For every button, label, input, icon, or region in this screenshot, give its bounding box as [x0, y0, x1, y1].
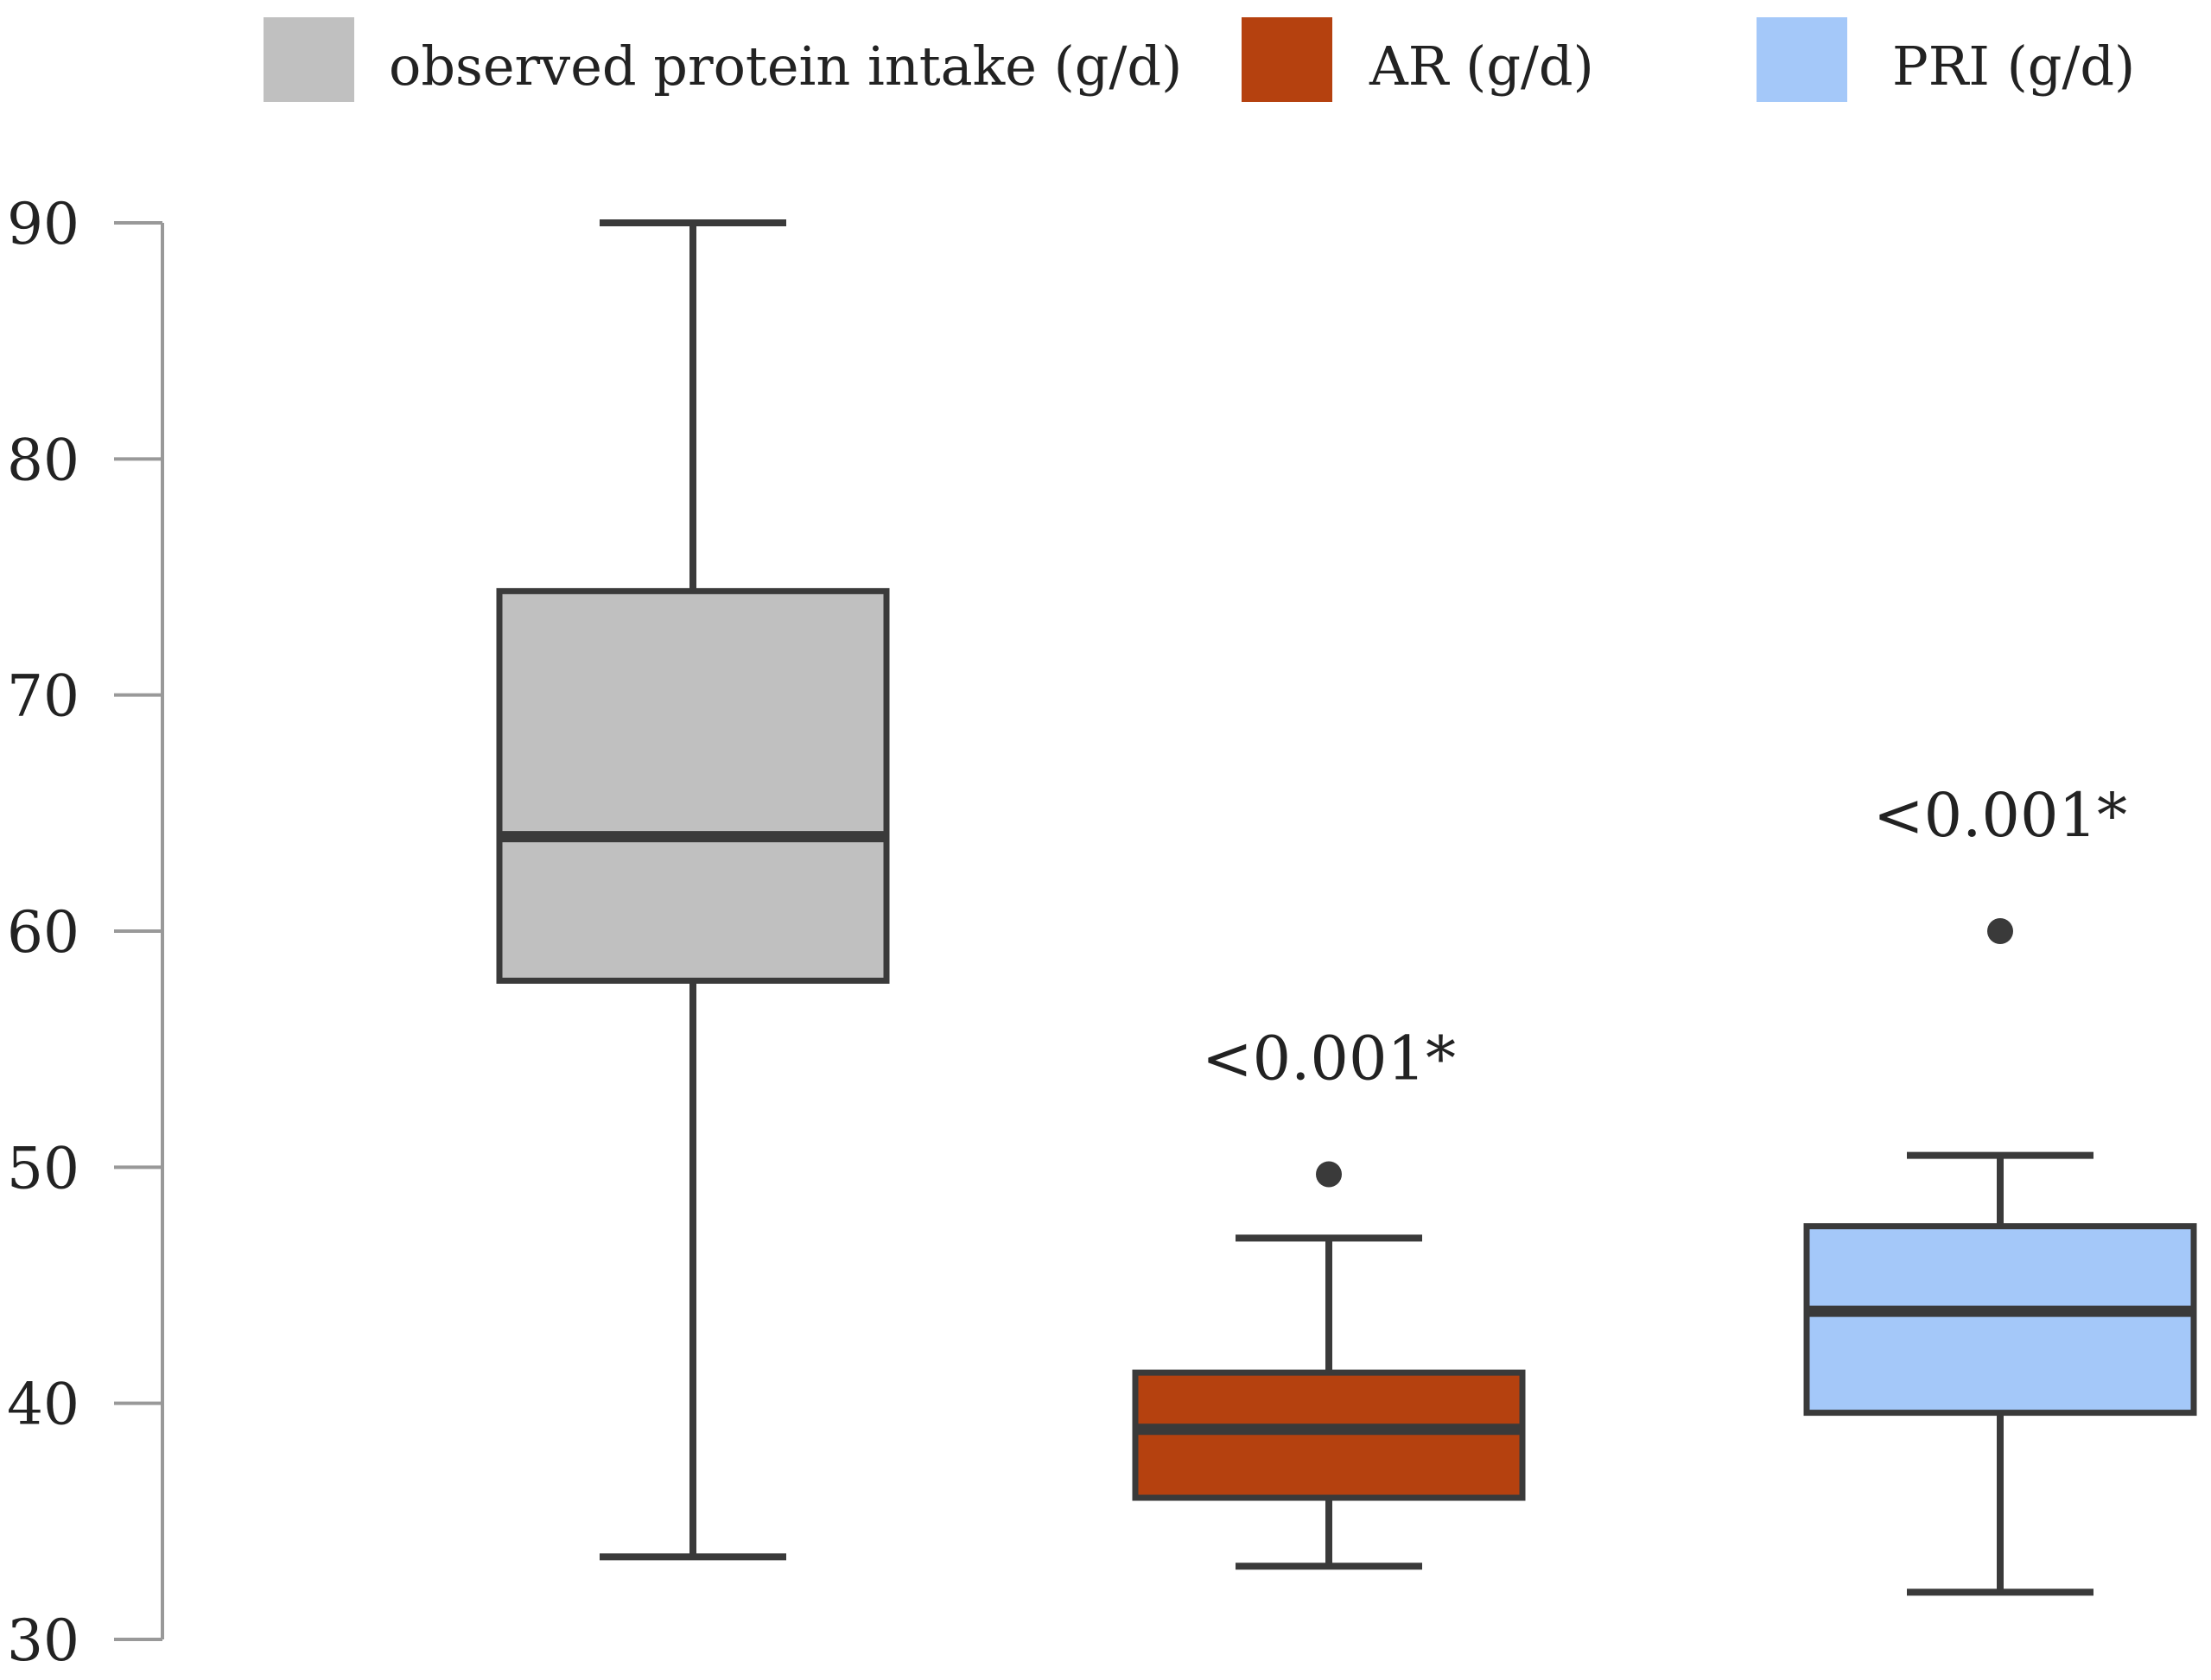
legend-swatch-1 [1242, 17, 1332, 102]
y-tick-label-5: 80 [7, 427, 79, 493]
box-group-0 [496, 219, 890, 1561]
legend-label-1: AR (g/d) [1369, 35, 1594, 98]
y-tick-label-2: 50 [7, 1135, 79, 1201]
legend: observed protein intake (g/d) AR (g/d) PRI… [264, 17, 2135, 102]
y-tick-label-6: 90 [7, 191, 79, 257]
p-value-annotation-1: <0.001* [1202, 1024, 1456, 1094]
y-axis: 30 40 50 60 70 80 90 [7, 191, 164, 1674]
box-group-1: <0.001* [1132, 1024, 1526, 1570]
legend-swatch-0 [264, 17, 354, 102]
p-value-annotation-2: <0.001* [1873, 780, 2127, 851]
legend-label-0: observed protein intake (g/d) [389, 35, 1182, 98]
y-tick-label-1: 40 [7, 1372, 79, 1438]
y-tick-label-4: 70 [7, 663, 79, 730]
box-group-2: <0.001* [1803, 780, 2197, 1596]
y-tick-label-3: 60 [7, 899, 79, 966]
legend-swatch-2 [1757, 17, 1847, 102]
outlier-point-1-0 [1316, 1161, 1342, 1188]
legend-label-2: PRI (g/d) [1892, 35, 2135, 98]
y-tick-label-0: 30 [7, 1607, 79, 1674]
box-iqr-0 [496, 587, 890, 984]
plot-area: <0.001* <0.001* [496, 219, 2197, 1596]
outlier-point-2-0 [1987, 918, 2013, 944]
box-iqr-2 [1803, 1223, 2197, 1417]
box-iqr-1 [1132, 1369, 1526, 1501]
